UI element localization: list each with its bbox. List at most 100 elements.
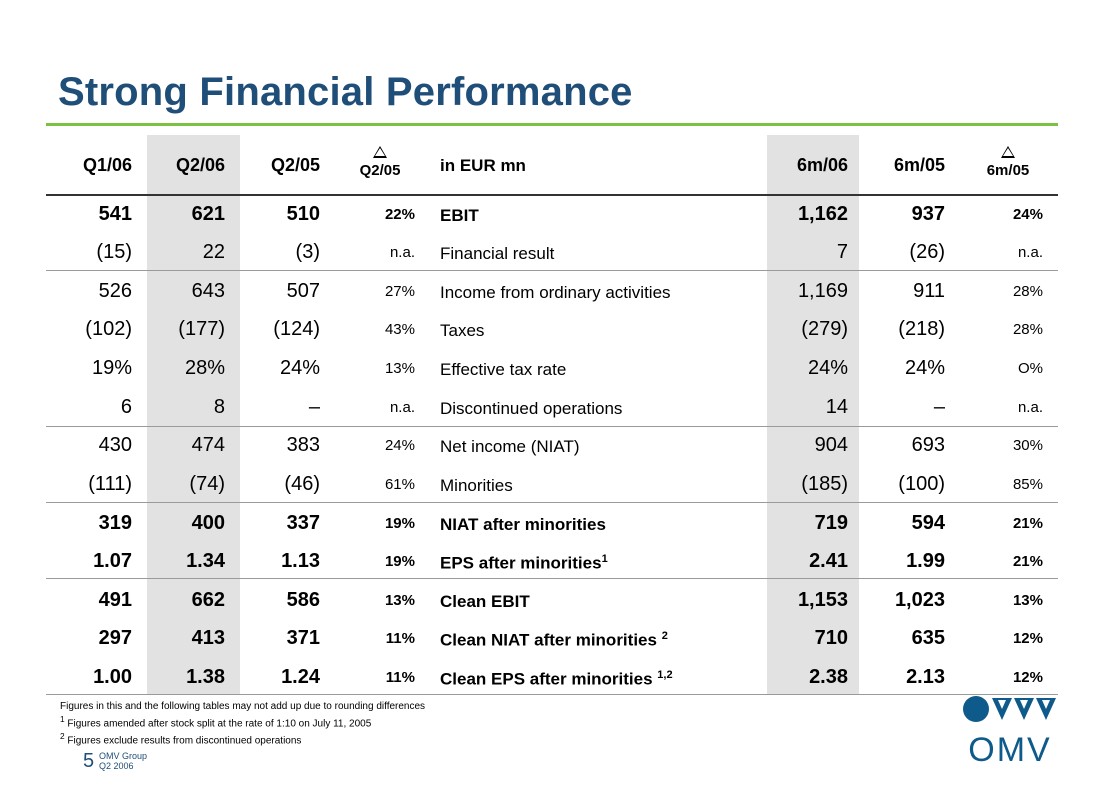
row-label-text: Clean NIAT after minorities <box>440 630 662 650</box>
cell-q205: 371 <box>286 627 320 649</box>
cell-q205: 337 <box>286 512 320 534</box>
row-label: Clean EPS after minorities 1,2 <box>440 669 673 690</box>
cell-m6: (185) <box>801 473 848 495</box>
cell-m605: 24% <box>904 357 945 379</box>
cell-m6: 7 <box>836 241 848 263</box>
header-q2-06: Q2/06 <box>175 155 225 175</box>
cell-q1: 297 <box>98 627 132 649</box>
row-label-text: Effective tax rate <box>440 360 567 379</box>
cell-m6: 24% <box>807 357 848 379</box>
cell-m6: 14 <box>825 396 848 418</box>
omv-logo-icon: OMV <box>963 696 1056 765</box>
cell-m605: 911 <box>913 280 945 302</box>
cell-q2: 400 <box>191 512 225 534</box>
header-delta-6m-05: 6m/05 <box>968 146 1048 179</box>
cell-dq: 43% <box>384 321 415 338</box>
cell-m605: 1.99 <box>906 550 945 572</box>
cell-dm: 13% <box>1012 592 1043 609</box>
row-label: Clean EBIT <box>440 592 530 612</box>
company-name: OMV Group <box>99 751 148 761</box>
header-delta-6m-05-label: 6m/05 <box>986 162 1030 179</box>
cell-q2: 28% <box>184 357 225 379</box>
page-number: 5 <box>83 750 95 772</box>
cell-m605: (100) <box>898 473 945 495</box>
row-label: Net income (NIAT) <box>440 437 580 457</box>
cell-m6: 2.38 <box>809 666 848 688</box>
cell-q1: (102) <box>85 318 132 340</box>
cell-q2: 643 <box>191 280 225 302</box>
row-label-text: EBIT <box>440 206 479 225</box>
cell-dm: 21% <box>1012 515 1043 532</box>
cell-q205: 383 <box>286 434 320 456</box>
cell-m6: 2.41 <box>809 550 848 572</box>
cell-q2: 22 <box>202 241 225 263</box>
cell-q1: 1.07 <box>93 550 132 572</box>
header-delta-q2-05-label: Q2/05 <box>359 162 401 179</box>
header-unit-label: in EUR mn <box>440 156 526 175</box>
row-label: Income from ordinary activities <box>440 283 671 303</box>
cell-q1: 19% <box>91 357 132 379</box>
cell-q2: 662 <box>191 589 225 611</box>
cell-q205: (124) <box>273 318 320 340</box>
cell-q2: 1.34 <box>186 550 225 572</box>
footnotes: Figures in this and the following tables… <box>60 700 425 748</box>
cell-dm: 28% <box>1012 321 1043 338</box>
row-separator <box>46 578 1058 579</box>
title-underline <box>46 123 1058 126</box>
cell-q1: 430 <box>98 434 132 456</box>
cell-q2: 8 <box>213 396 225 418</box>
cell-dm: O% <box>1017 360 1043 377</box>
cell-q1: (15) <box>96 241 132 263</box>
cell-m6: 710 <box>814 627 848 649</box>
cell-dq: 24% <box>384 437 415 454</box>
row-separator <box>46 270 1058 271</box>
cell-q1: (111) <box>88 473 132 495</box>
cell-dm: 24% <box>1012 206 1043 223</box>
header-delta-q2-05: Q2/05 <box>340 146 420 179</box>
row-label-text: Minorities <box>440 476 513 495</box>
row-label-text: Clean EPS after minorities <box>440 669 658 689</box>
row-label: Discontinued operations <box>440 399 622 419</box>
row-label-text: Income from ordinary activities <box>440 283 671 302</box>
cell-m6: 1,162 <box>797 203 848 225</box>
row-label: EBIT <box>440 206 479 226</box>
cell-q205: 586 <box>286 589 320 611</box>
footnote: Figures in this and the following tables… <box>60 701 426 712</box>
cell-q1: 541 <box>98 203 132 225</box>
cell-dm: n.a. <box>1017 399 1043 416</box>
header-6m-05: 6m/05 <box>893 155 945 175</box>
row-label-text: EPS after minorities <box>440 553 602 573</box>
header-q2-05: Q2/05 <box>270 155 320 175</box>
row-label: EPS after minorities1 <box>440 553 608 574</box>
row-label: Taxes <box>440 321 484 341</box>
cell-dm: n.a. <box>1017 244 1043 261</box>
cell-q205: 24% <box>279 357 320 379</box>
cell-q2: (177) <box>178 318 225 340</box>
cell-q205: 510 <box>286 203 320 225</box>
cell-dq: 19% <box>384 515 415 532</box>
cell-q2: 474 <box>191 434 225 456</box>
cell-dm: 28% <box>1012 283 1043 300</box>
cell-q1: 1.00 <box>93 666 132 688</box>
row-label-text: Financial result <box>440 244 555 263</box>
logo-wordmark: OMV <box>968 731 1051 765</box>
row-separator <box>46 426 1058 427</box>
row-label-text: Taxes <box>440 321 485 340</box>
cell-m605: 2.13 <box>906 666 945 688</box>
cell-q205: (46) <box>284 473 320 495</box>
row-label-text: NIAT after minorities <box>440 515 606 534</box>
header-separator <box>46 194 1058 196</box>
cell-q1: 491 <box>98 589 132 611</box>
cell-dq: 13% <box>384 360 415 377</box>
cell-m6: 1,153 <box>797 589 848 611</box>
row-label: Effective tax rate <box>440 360 566 380</box>
q2-06-column-shade <box>147 135 240 694</box>
cell-m6: 1,169 <box>797 280 848 302</box>
cell-q205: 1.24 <box>281 666 320 688</box>
cell-dq: 11% <box>385 669 415 686</box>
cell-q2: 1.38 <box>186 666 225 688</box>
cell-dq: n.a. <box>389 399 415 416</box>
row-label-text: Discontinued operations <box>440 399 623 418</box>
cell-dm: 12% <box>1012 630 1043 647</box>
cell-m605: (218) <box>898 318 945 340</box>
